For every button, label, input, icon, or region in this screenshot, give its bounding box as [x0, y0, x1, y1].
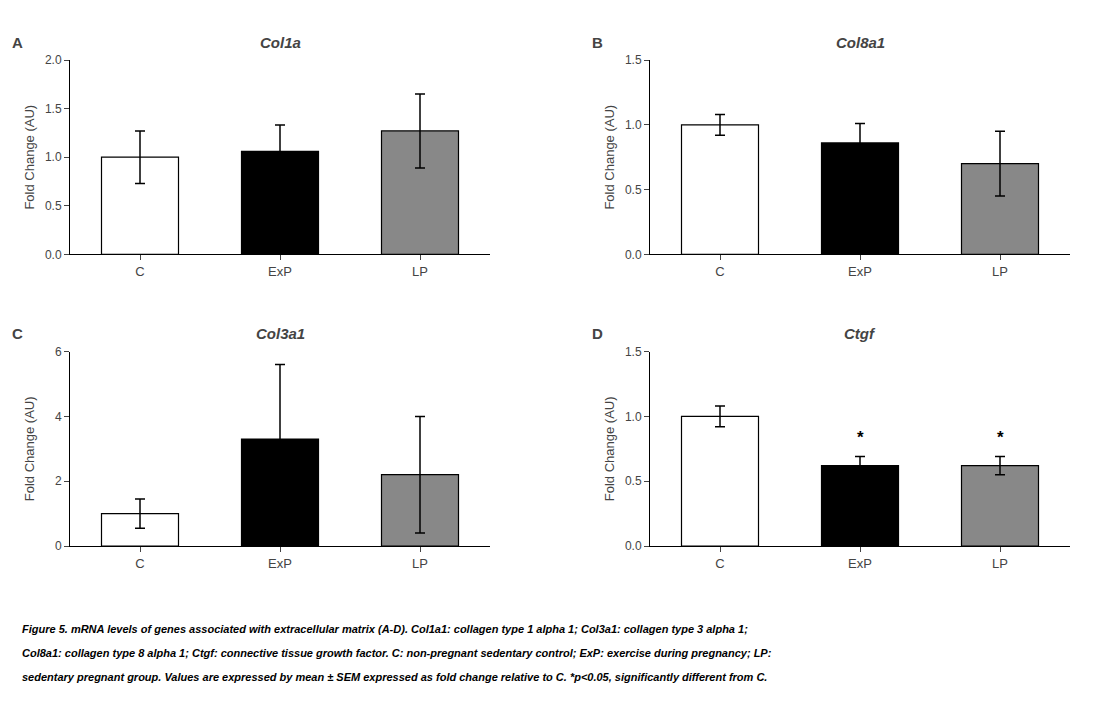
svg-text:0.5: 0.5	[45, 199, 62, 213]
svg-text:1.5: 1.5	[625, 53, 642, 67]
svg-text:ExP: ExP	[268, 556, 292, 571]
svg-text:Ctgf: Ctgf	[844, 325, 876, 342]
svg-text:1.0: 1.0	[45, 150, 62, 164]
svg-text:sedentary pregnant group. Valu: sedentary pregnant group. Values are exp…	[22, 671, 767, 683]
svg-text:LP: LP	[412, 264, 428, 279]
svg-text:2: 2	[55, 474, 62, 488]
svg-text:C: C	[715, 264, 724, 279]
svg-text:1.5: 1.5	[45, 102, 62, 116]
svg-text:Fold Change (AU): Fold Change (AU)	[602, 105, 617, 210]
svg-text:C: C	[715, 556, 724, 571]
svg-text:LP: LP	[992, 556, 1008, 571]
svg-text:Col3a1: Col3a1	[256, 325, 305, 342]
svg-text:6: 6	[55, 345, 62, 359]
svg-text:Figure 5. mRNA levels of genes: Figure 5. mRNA levels of genes associate…	[22, 623, 748, 635]
svg-text:LP: LP	[412, 556, 428, 571]
svg-text:C: C	[135, 264, 144, 279]
svg-text:1.0: 1.0	[625, 410, 642, 424]
svg-text:Col1a: Col1a	[260, 34, 301, 51]
svg-text:B: B	[592, 34, 603, 51]
svg-text:LP: LP	[992, 264, 1008, 279]
svg-text:0.0: 0.0	[45, 248, 62, 262]
svg-text:Fold Change (AU): Fold Change (AU)	[22, 105, 37, 210]
svg-text:Fold Change (AU): Fold Change (AU)	[22, 396, 37, 501]
svg-text:C: C	[12, 325, 23, 342]
svg-text:D: D	[592, 325, 603, 342]
svg-text:C: C	[135, 556, 144, 571]
svg-text:*: *	[997, 428, 1004, 447]
svg-text:ExP: ExP	[848, 556, 872, 571]
svg-text:Col8a1: Col8a1	[836, 34, 885, 51]
svg-text:0.0: 0.0	[625, 248, 642, 262]
svg-text:ExP: ExP	[268, 264, 292, 279]
svg-text:0: 0	[55, 539, 62, 553]
svg-text:*: *	[857, 428, 864, 447]
svg-text:1.0: 1.0	[625, 118, 642, 132]
svg-text:0.0: 0.0	[625, 539, 642, 553]
svg-text:0.5: 0.5	[625, 474, 642, 488]
svg-text:Fold Change (AU): Fold Change (AU)	[602, 396, 617, 501]
svg-text:A: A	[12, 34, 23, 51]
svg-text:4: 4	[55, 410, 62, 424]
svg-text:ExP: ExP	[848, 264, 872, 279]
svg-text:Col8a1: collagen type 8 alpha: Col8a1: collagen type 8 alpha 1; Ctgf: c…	[22, 647, 772, 659]
svg-text:0.5: 0.5	[625, 183, 642, 197]
svg-text:1.5: 1.5	[625, 345, 642, 359]
svg-text:2.0: 2.0	[45, 53, 62, 67]
